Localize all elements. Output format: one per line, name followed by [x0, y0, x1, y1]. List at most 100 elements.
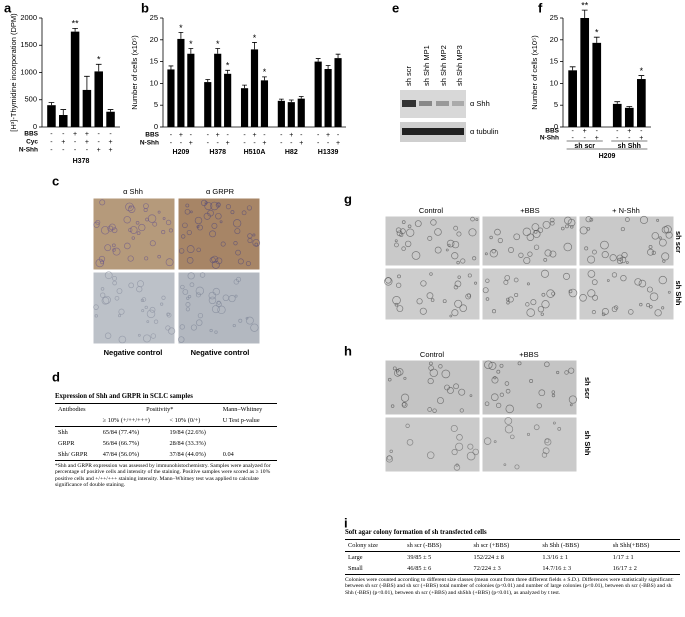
column-label: α GRPR: [206, 187, 235, 196]
cell-texture: [100, 226, 110, 235]
cell-texture: [427, 378, 434, 385]
cell-texture: [189, 282, 195, 288]
cell-texture: [493, 376, 497, 380]
error-bar: [72, 27, 78, 32]
cell-texture: [149, 240, 156, 247]
cell-texture: [396, 305, 404, 312]
cell-texture: [625, 261, 629, 264]
cell-texture: [651, 250, 656, 255]
cell-texture: [161, 230, 166, 235]
table-row: Colony size sh scr (-BBS) sh scr (+BBS) sh …: [345, 539, 680, 552]
cell-texture: [579, 226, 588, 235]
cell-texture: [514, 292, 519, 298]
cell-texture: [656, 218, 660, 222]
cell-texture: [508, 247, 514, 253]
table: Colony size sh scr (-BBS) sh scr (+BBS) sh …: [345, 539, 680, 575]
table-cell: Antibodies: [58, 406, 86, 413]
table-cell: 46/85 ± 6: [407, 565, 432, 572]
cell-texture: [587, 270, 596, 278]
y-tick-label: 5: [154, 100, 158, 109]
cell-texture: [567, 218, 576, 227]
condition-sign: -: [317, 140, 320, 147]
table-footnote: *Shh and GRPR expression was assessed by…: [55, 463, 271, 489]
cell-texture: [150, 333, 156, 339]
cell-texture: [406, 228, 415, 237]
cell-texture: [186, 245, 195, 253]
cell-texture: [141, 309, 145, 313]
cell-texture: [233, 241, 238, 246]
cell-texture: [99, 199, 106, 206]
cell-texture: [517, 361, 522, 366]
cell-texture: [529, 379, 534, 383]
error-bar: [168, 65, 174, 70]
condition-sign: +: [252, 132, 256, 139]
table-i: Soft agar colony formation of sh transfe…: [345, 529, 680, 596]
cell-texture: [662, 259, 666, 263]
cell-texture: [589, 217, 594, 222]
micrograph: [578, 267, 675, 321]
panel-label: f: [538, 0, 543, 15]
condition-sign: +: [262, 140, 266, 147]
cell-texture: [129, 226, 138, 234]
micrograph: [481, 267, 578, 321]
cell-texture: [245, 261, 251, 267]
cell-texture: [392, 296, 401, 305]
group-label: H510A: [244, 149, 266, 156]
cell-texture: [525, 302, 530, 307]
cell-texture: [157, 210, 161, 214]
cell-texture: [522, 227, 532, 237]
cell-texture: [429, 272, 433, 276]
cell-texture: [186, 296, 190, 300]
cell-texture: [180, 284, 185, 290]
cell-texture: [247, 238, 253, 244]
cell-texture: [592, 294, 599, 301]
cell-texture: [451, 309, 459, 317]
cell-texture: [225, 204, 231, 210]
cell-texture: [457, 275, 461, 279]
cell-texture: [490, 393, 499, 401]
cell-texture: [230, 210, 235, 215]
cell-texture: [557, 427, 562, 431]
cell-texture: [647, 248, 654, 256]
cell-texture: [246, 205, 252, 211]
condition-sign: -: [207, 132, 210, 139]
cell-texture: [551, 291, 556, 296]
cell-texture: [484, 401, 490, 407]
column-label: α Shh: [123, 187, 143, 196]
cell-texture: [533, 244, 540, 250]
cell-texture: [639, 302, 643, 307]
bar: [240, 88, 249, 127]
cell-texture: [591, 279, 598, 286]
condition-label: Cyc: [26, 139, 38, 146]
condition-sign: -: [170, 132, 173, 139]
error-bar: [205, 79, 211, 83]
cell-texture: [585, 216, 592, 223]
cell-texture: [165, 219, 172, 226]
cell-texture: [385, 455, 394, 463]
cell-texture: [658, 238, 667, 247]
cell-texture: [449, 314, 453, 318]
bar: [624, 107, 634, 127]
cell-texture: [427, 235, 433, 241]
cell-texture: [563, 272, 570, 280]
table-cell: sh Shh(+BBS): [609, 539, 680, 552]
lane-label: sh Shh MP3: [455, 45, 464, 86]
condition-sign: -: [243, 140, 246, 147]
cell-texture: [394, 242, 399, 248]
cell-texture: [613, 305, 619, 310]
cell-texture: [395, 227, 402, 233]
cell-texture: [114, 295, 120, 301]
cell-texture: [444, 384, 450, 391]
cell-texture: [661, 252, 670, 261]
cell-texture: [212, 287, 221, 296]
table-title: Expression of Shh and GRPR in SCLC sampl…: [55, 393, 193, 400]
significance: *: [263, 67, 267, 77]
y-tick-label: 500: [24, 95, 37, 104]
cell-texture: [489, 235, 493, 240]
error-bar: [278, 98, 284, 101]
cell-texture: [112, 280, 117, 286]
cell-texture: [426, 451, 435, 459]
cell-texture: [203, 212, 211, 220]
cell-texture: [634, 278, 642, 286]
bar: [637, 79, 646, 127]
